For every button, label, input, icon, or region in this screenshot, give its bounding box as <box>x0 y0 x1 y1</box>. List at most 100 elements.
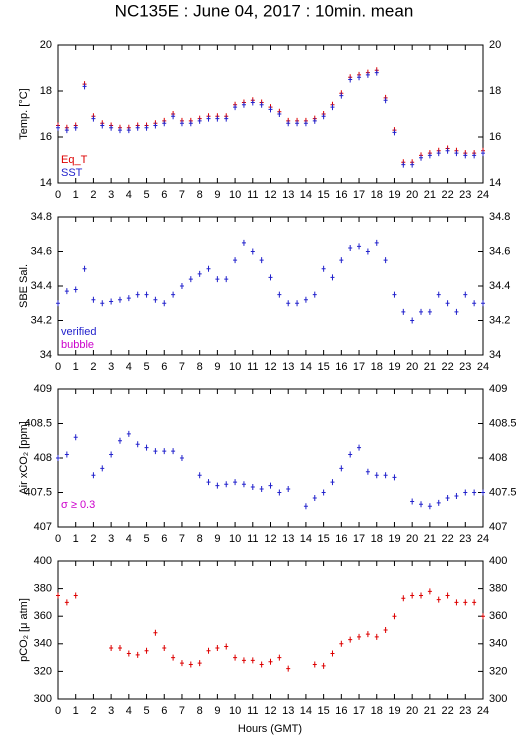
x-tick-label: 22 <box>441 705 453 717</box>
data-point <box>295 300 300 307</box>
x-tick-label: 6 <box>161 705 167 717</box>
x-tick-label: 14 <box>300 533 312 545</box>
data-point <box>357 74 362 81</box>
x-tick-label: 7 <box>179 189 185 201</box>
x-tick-label: 21 <box>424 533 436 545</box>
data-point <box>162 644 167 651</box>
x-tick-label: 14 <box>300 189 312 201</box>
x-tick-label: 5 <box>143 705 149 717</box>
data-point <box>233 257 238 264</box>
y-tick-label: 34.2 <box>31 314 52 326</box>
data-point <box>427 308 432 315</box>
data-point <box>374 239 379 246</box>
y-tick-label: 34.8 <box>31 211 52 223</box>
plot-frame <box>57 44 484 184</box>
y-tick-label: 34.6 <box>489 245 510 257</box>
x-tick-label: 11 <box>247 189 258 201</box>
data-point <box>250 248 255 255</box>
data-point <box>179 120 184 127</box>
x-tick-label: 8 <box>197 189 203 201</box>
y-tick-label: 18 <box>489 85 501 97</box>
x-tick-label: 7 <box>179 705 185 717</box>
x-tick-label: 3 <box>108 189 114 201</box>
data-point <box>188 661 193 668</box>
data-point <box>383 97 388 104</box>
data-point <box>162 120 167 127</box>
y-tick-label: 408.5 <box>24 417 52 429</box>
data-point <box>268 658 273 665</box>
data-point <box>374 472 379 479</box>
x-tick-label: 0 <box>55 361 61 373</box>
data-point <box>436 596 441 603</box>
data-point <box>419 308 424 315</box>
y-tick-label: 34.4 <box>489 280 510 292</box>
data-point <box>401 161 406 168</box>
data-point <box>259 486 264 493</box>
x-tick-label: 9 <box>214 705 220 717</box>
data-point <box>312 117 317 124</box>
y-tick-label: 407.5 <box>489 486 517 498</box>
data-point <box>481 489 485 496</box>
data-point <box>339 257 344 264</box>
data-point <box>179 455 184 461</box>
data-point <box>144 444 149 451</box>
x-tick-label: 23 <box>459 189 471 201</box>
x-tick-label: 8 <box>197 705 203 717</box>
x-tick-label: 22 <box>441 533 453 545</box>
x-tick-label: 16 <box>335 189 347 201</box>
data-point <box>233 654 238 661</box>
legend-entry: Eq_T <box>61 154 88 166</box>
x-tick-label: 14 <box>300 361 312 373</box>
data-point <box>82 265 87 272</box>
data-point <box>436 150 441 157</box>
data-point <box>224 276 229 283</box>
y-tick-label: 408 <box>34 452 52 464</box>
y-tick-label: 340 <box>34 638 52 650</box>
data-point <box>233 479 238 486</box>
legend-entry: bubble <box>61 339 94 351</box>
data-point <box>454 599 459 606</box>
x-tick-label: 1 <box>73 189 79 201</box>
x-tick-label: 18 <box>371 189 383 201</box>
data-point <box>330 650 335 657</box>
legend-entry: verified <box>61 326 96 338</box>
data-point <box>117 644 122 651</box>
data-point <box>206 115 211 122</box>
x-tick-label: 4 <box>126 189 132 201</box>
data-point <box>348 76 353 83</box>
data-point <box>197 270 202 277</box>
data-point <box>241 239 246 246</box>
x-tick-label: 15 <box>318 361 330 373</box>
data-point <box>312 495 317 502</box>
data-point <box>135 441 140 448</box>
x-tick-label: 10 <box>229 361 241 373</box>
data-point <box>286 486 291 493</box>
data-point <box>277 654 282 661</box>
x-tick-label: 2 <box>90 705 96 717</box>
data-point <box>321 662 326 669</box>
x-tick-label: 19 <box>388 705 400 717</box>
data-point <box>303 296 308 303</box>
data-point <box>268 482 273 489</box>
annotation: σ ≥ 0.3 <box>61 499 95 511</box>
data-point <box>401 308 406 315</box>
x-tick-label: 19 <box>388 361 400 373</box>
x-tick-label: 7 <box>179 361 185 373</box>
x-tick-label: 12 <box>264 361 276 373</box>
x-tick-label: 21 <box>424 361 436 373</box>
data-point <box>286 120 291 127</box>
x-tick-label: 10 <box>229 189 241 201</box>
legend-entry: SST <box>61 167 83 179</box>
x-tick-label: 23 <box>459 361 471 373</box>
data-point <box>259 257 264 264</box>
data-point <box>339 640 344 647</box>
data-point <box>233 104 238 111</box>
data-point <box>286 300 291 307</box>
data-point <box>100 300 105 307</box>
data-point <box>117 296 122 303</box>
data-point <box>73 286 78 293</box>
y-tick-label: 400 <box>489 555 507 567</box>
data-point <box>144 647 149 654</box>
x-tick-label: 6 <box>161 361 167 373</box>
